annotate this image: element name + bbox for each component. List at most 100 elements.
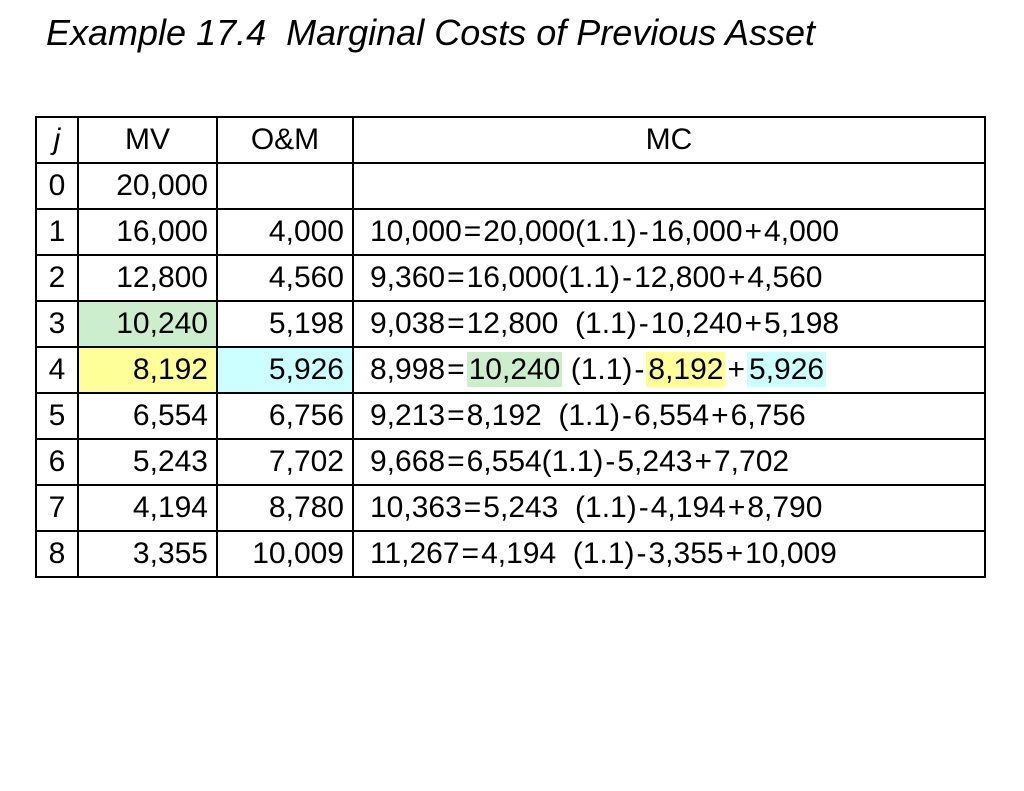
mc-term-a: 5,243 (1.1) bbox=[483, 491, 637, 524]
cell-om: 4,000 bbox=[216, 208, 354, 256]
mc-term-e: 7,702 bbox=[713, 445, 790, 478]
mc-term-prev-mv-highlighted: 10,240 bbox=[466, 352, 563, 387]
equals-sign: = bbox=[447, 307, 465, 340]
mc-term-e: 4,000 bbox=[764, 215, 840, 248]
cell-mc: 10,363=5,243 (1.1)-4,194+8,790 bbox=[352, 484, 986, 532]
mc-result: 10,000 bbox=[370, 215, 462, 248]
mc-term-e: 4,560 bbox=[747, 261, 823, 294]
cell-mc: 9,038=12,800 (1.1)-10,240+5,198 bbox=[352, 300, 986, 348]
cell-j: 3 bbox=[35, 300, 79, 348]
minus-sign: - bbox=[638, 215, 649, 248]
header-j: j bbox=[35, 116, 79, 164]
cell-j: 7 bbox=[35, 484, 79, 532]
mc-result: 11,267 bbox=[370, 537, 460, 570]
plus-sign: + bbox=[744, 215, 763, 248]
mc-term-a: 20,000(1.1) bbox=[483, 215, 637, 248]
cell-om: 5,198 bbox=[216, 300, 354, 348]
minus-sign: - bbox=[622, 399, 633, 432]
minus-sign: - bbox=[638, 307, 649, 340]
header-mc: MC bbox=[352, 116, 986, 164]
cell-mc bbox=[352, 162, 986, 210]
minus-sign: - bbox=[638, 491, 649, 524]
mc-term-c: 6,554 bbox=[634, 399, 710, 432]
cell-mv: 20,000 bbox=[77, 162, 218, 210]
cell-mv: 16,000 bbox=[77, 208, 218, 256]
mc-result: 9,360 bbox=[370, 261, 446, 294]
page-title: Example 17.4 Marginal Costs of Previous … bbox=[46, 12, 816, 53]
minus-sign: - bbox=[634, 353, 645, 386]
cell-mv: 6,554 bbox=[77, 392, 218, 440]
table-row: 5 6,554 6,756 9,213=8,192 (1.1)-6,554+6,… bbox=[35, 392, 986, 440]
minus-sign: - bbox=[636, 537, 647, 570]
mc-term-a: 12,800 (1.1) bbox=[466, 307, 637, 340]
mc-term-e: 10,009 bbox=[745, 537, 837, 570]
cell-om: 10,009 bbox=[216, 530, 354, 578]
cell-j: 8 bbox=[35, 530, 79, 578]
mc-term-c: 4,194 bbox=[650, 491, 726, 524]
table-row: 8 3,355 10,009 11,267=4,194 (1.1)-3,355+… bbox=[35, 530, 986, 578]
cell-mv: 12,800 bbox=[77, 254, 218, 302]
plus-sign: + bbox=[744, 307, 763, 340]
minus-sign: - bbox=[605, 445, 616, 478]
mc-term-e: 5,198 bbox=[764, 307, 840, 340]
cell-mc: 9,668=6,554(1.1)-5,243+7,702 bbox=[352, 438, 986, 486]
cell-om: 7,702 bbox=[216, 438, 354, 486]
mc-term-mv-highlighted: 8,192 bbox=[646, 352, 726, 387]
cell-mv: 4,194 bbox=[77, 484, 218, 532]
header-om: O&M bbox=[216, 116, 354, 164]
cell-mc: 9,213=8,192 (1.1)-6,554+6,756 bbox=[352, 392, 986, 440]
table-row: 1 16,000 4,000 10,000=20,000(1.1)-16,000… bbox=[35, 208, 986, 256]
cell-j: 2 bbox=[35, 254, 79, 302]
equals-sign: = bbox=[447, 353, 465, 386]
table-row: 4 8,192 5,926 8,998= 10,240 (1.1)- 8,192 +5… bbox=[35, 346, 986, 394]
cell-j: 5 bbox=[35, 392, 79, 440]
plus-sign: + bbox=[725, 537, 744, 570]
table-row: 2 12,800 4,560 9,360=16,000(1.1)-12,800+… bbox=[35, 254, 986, 302]
cell-mc: 8,998= 10,240 (1.1)- 8,192 +5,926 bbox=[352, 346, 986, 394]
mc-term-a: 4,194 (1.1) bbox=[481, 537, 635, 570]
equals-sign: = bbox=[463, 491, 482, 524]
equals-sign: = bbox=[447, 261, 465, 294]
cell-om bbox=[216, 162, 354, 210]
mc-term-c: 3,355 bbox=[648, 537, 724, 570]
plus-sign: + bbox=[727, 491, 746, 524]
mc-term-om-highlighted: 5,926 bbox=[747, 352, 827, 387]
header-mv: MV bbox=[77, 116, 218, 164]
equals-sign: = bbox=[463, 215, 482, 248]
plus-sign: + bbox=[694, 445, 712, 478]
cell-j: 0 bbox=[35, 162, 79, 210]
mc-term-c: 5,243 bbox=[617, 445, 693, 478]
cell-mc: 9,360=16,000(1.1)-12,800+4,560 bbox=[352, 254, 986, 302]
mc-term-e: 6,756 bbox=[730, 399, 806, 432]
mc-result: 9,038 bbox=[370, 307, 446, 340]
cell-j: 6 bbox=[35, 438, 79, 486]
table-row: 0 20,000 bbox=[35, 162, 986, 210]
mc-result: 8,998 bbox=[370, 353, 446, 386]
mc-term-c: 16,000 bbox=[650, 215, 743, 248]
plus-sign: + bbox=[711, 399, 729, 432]
table-row: 6 5,243 7,702 9,668=6,554(1.1)-5,243+7,7… bbox=[35, 438, 986, 486]
table-row: 7 4,194 8,780 10,363=5,243 (1.1)-4,194+8… bbox=[35, 484, 986, 532]
cell-mc: 11,267=4,194 (1.1)-3,355+10,009 bbox=[352, 530, 986, 578]
table-header-row: j MV O&M MC bbox=[35, 116, 986, 164]
minus-sign: - bbox=[622, 261, 633, 294]
cell-mc: 10,000=20,000(1.1)-16,000+4,000 bbox=[352, 208, 986, 256]
mc-term-a: 8,192 (1.1) bbox=[466, 399, 621, 432]
cell-om: 8,780 bbox=[216, 484, 354, 532]
equals-sign: = bbox=[447, 399, 465, 432]
cell-om-highlighted: 5,926 bbox=[216, 346, 354, 394]
mc-term-factor: (1.1) bbox=[562, 353, 633, 386]
marginal-cost-table: j MV O&M MC 0 20,000 1 16,000 4,000 10,0… bbox=[35, 116, 986, 578]
mc-term-c: 12,800 bbox=[634, 261, 726, 294]
cell-mv: 5,243 bbox=[77, 438, 218, 486]
cell-om: 6,756 bbox=[216, 392, 354, 440]
cell-j: 1 bbox=[35, 208, 79, 256]
mc-term-c: 10,240 bbox=[650, 307, 743, 340]
mc-term-e: 8,790 bbox=[747, 491, 823, 524]
plus-sign: + bbox=[727, 353, 746, 386]
cell-mv: 3,355 bbox=[77, 530, 218, 578]
mc-term-a: 16,000(1.1) bbox=[466, 261, 621, 294]
plus-sign: + bbox=[727, 261, 746, 294]
mc-result: 9,668 bbox=[370, 445, 446, 478]
